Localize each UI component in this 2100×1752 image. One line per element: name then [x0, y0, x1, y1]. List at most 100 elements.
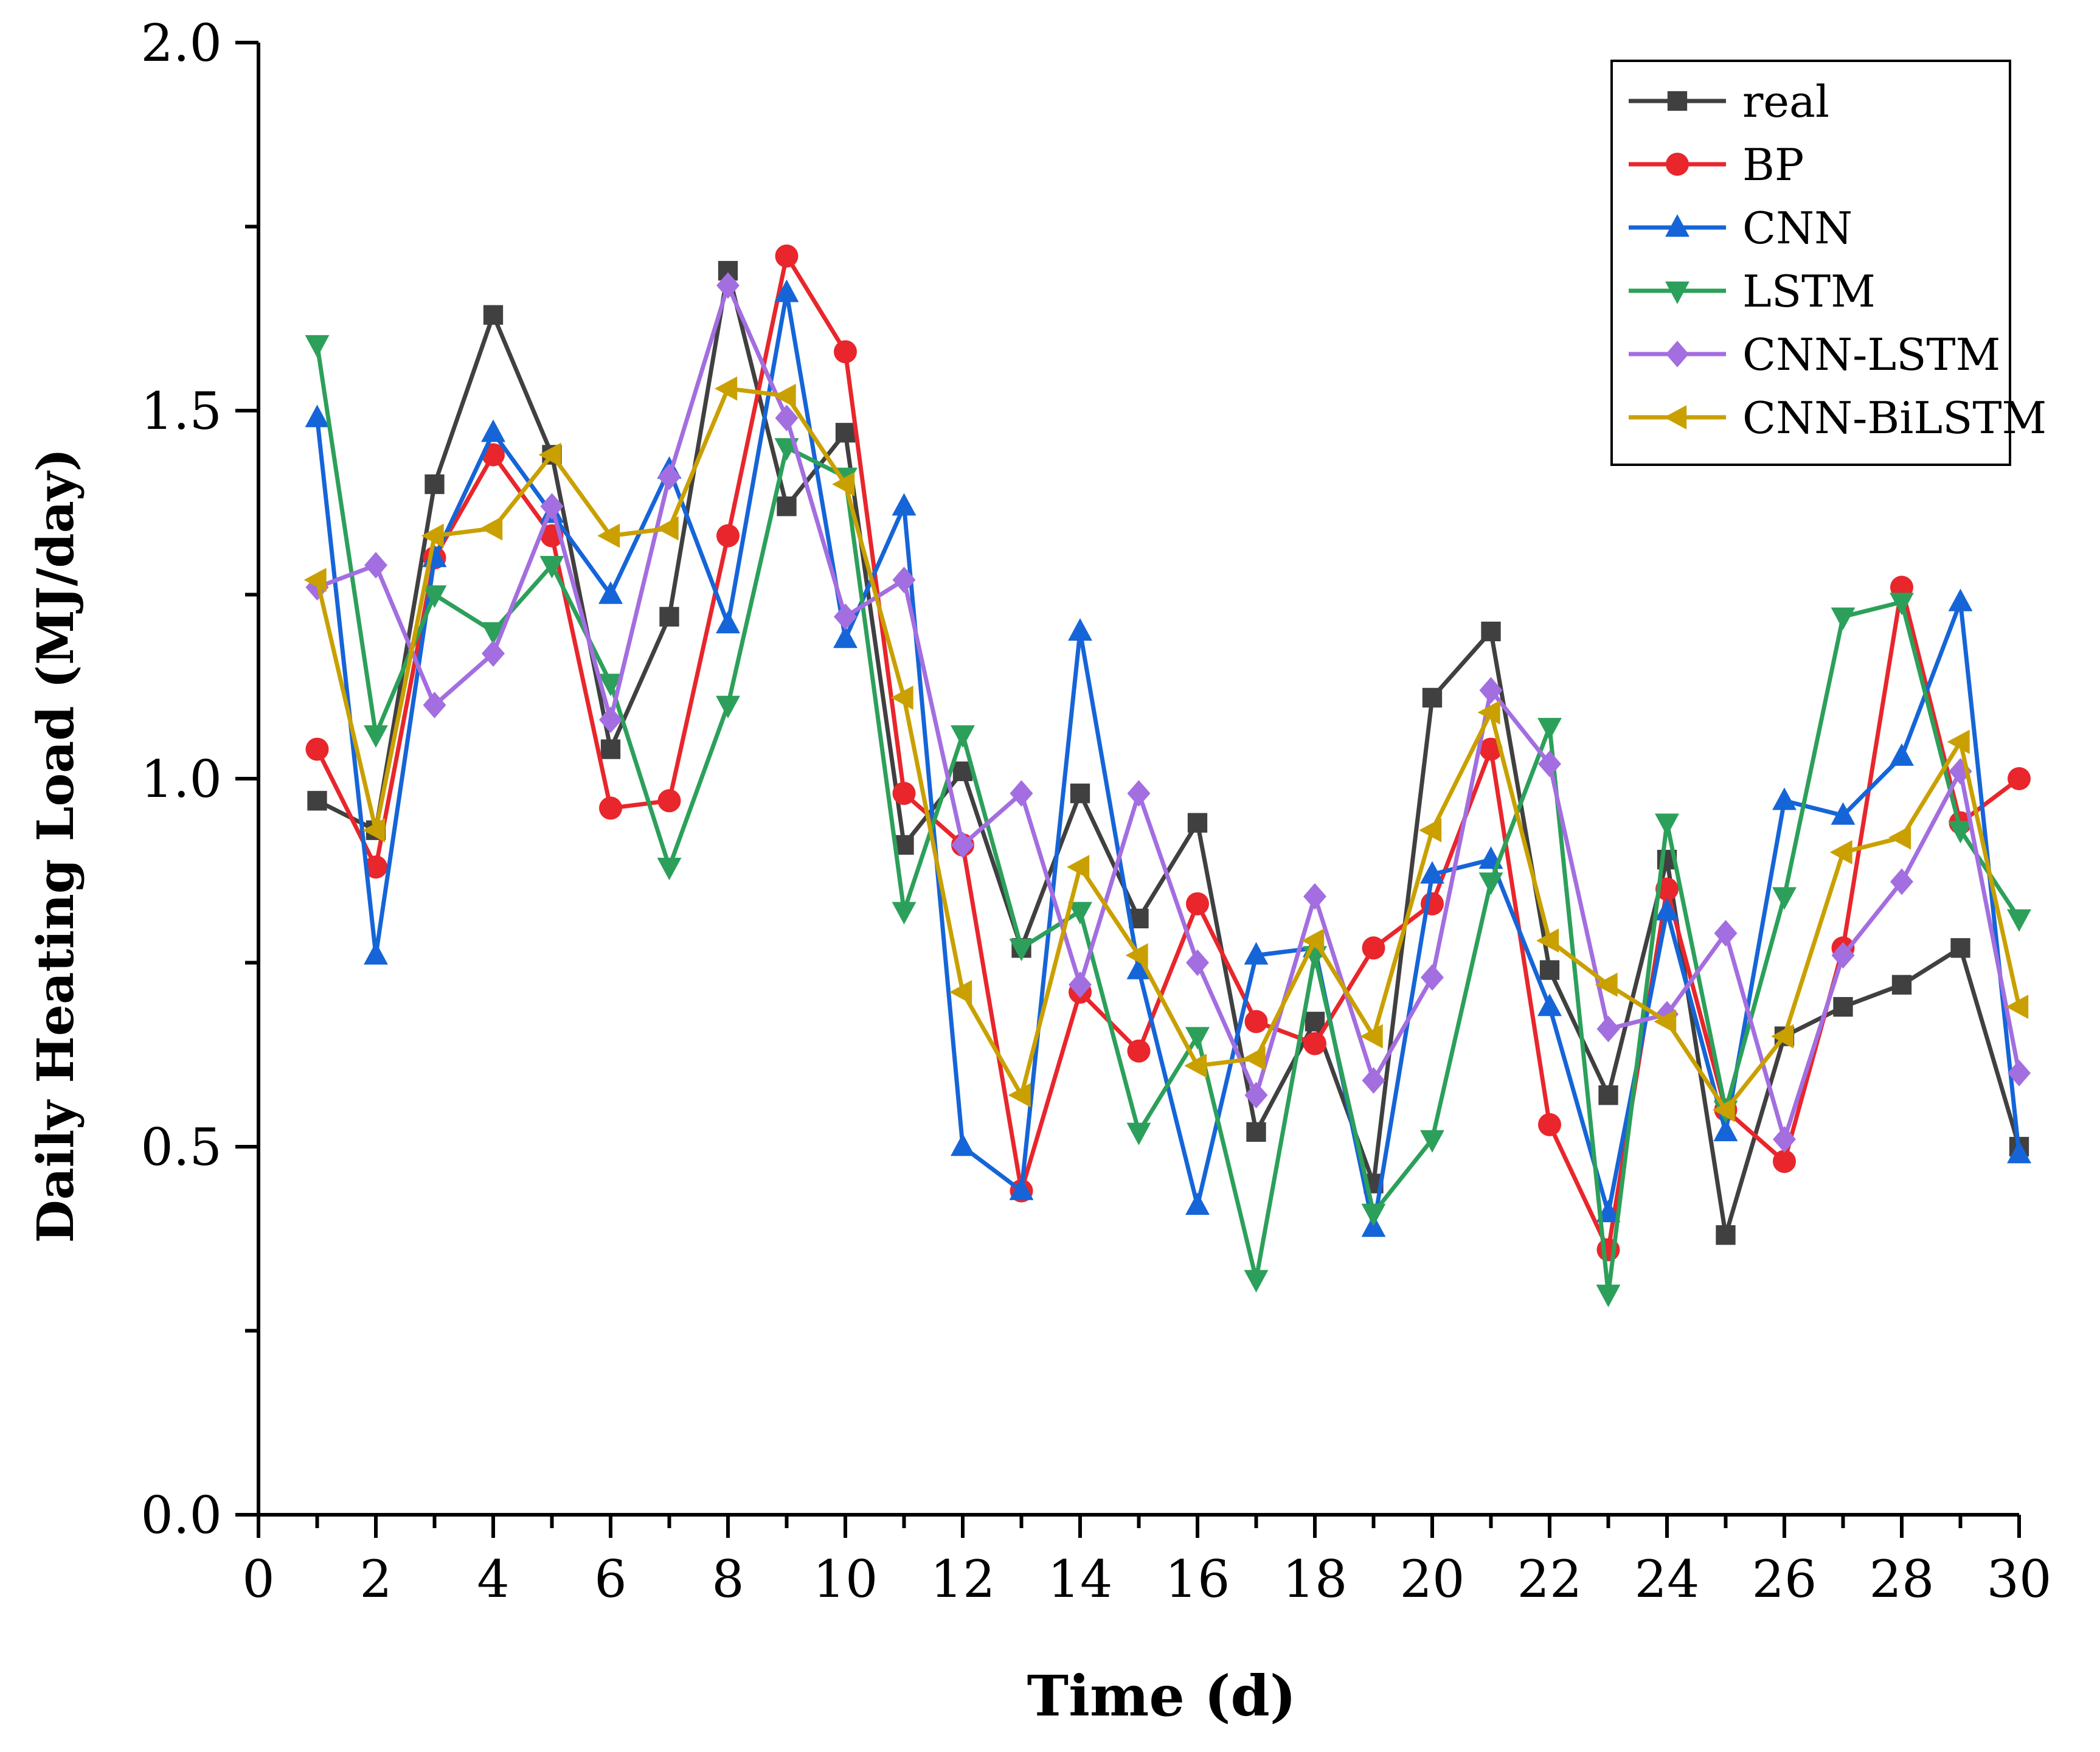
data-point-bp [599, 796, 622, 820]
data-point-cnn [2007, 1141, 2031, 1164]
data-point-cnn-bilstm [303, 568, 327, 593]
data-point-lstm [1655, 813, 1679, 836]
data-point-cnn-bilstm [538, 442, 561, 467]
data-point-cnn [892, 493, 917, 516]
legend-label: LSTM [1742, 266, 1876, 317]
data-point-real [1833, 996, 1853, 1017]
data-point-cnn-lstm [1127, 780, 1151, 807]
data-point-cnn-bilstm [1654, 1009, 1677, 1034]
x-tick-label: 18 [1283, 1549, 1348, 1609]
data-point-cnn-lstm [599, 706, 622, 734]
data-point-lstm [1537, 718, 1562, 741]
data-point-bp [1186, 892, 1209, 916]
data-point-cnn-lstm [657, 464, 681, 490]
data-point-lstm [1068, 902, 1092, 925]
legend-swatch-marker [1666, 153, 1689, 176]
data-point-cnn-lstm [540, 493, 564, 520]
data-point-bp [1244, 1010, 1268, 1034]
data-point-bp [1127, 1039, 1151, 1063]
data-point-cnn [305, 405, 330, 428]
data-point-cnn-bilstm [1419, 818, 1442, 843]
data-point-cnn-bilstm [1360, 1024, 1383, 1049]
data-point-cnn-lstm [1773, 1126, 1796, 1153]
data-point-cnn-bilstm [1008, 1083, 1031, 1108]
data-point-real [1187, 813, 1208, 833]
data-point-cnn-lstm [1890, 868, 1913, 895]
data-point-cnn-bilstm [2006, 995, 2029, 1020]
data-point-cnn-bilstm [656, 516, 679, 541]
y-tick-label: 2.0 [140, 13, 222, 73]
data-point-cnn-bilstm [1536, 928, 1559, 953]
data-point-cnn-lstm [1362, 1067, 1385, 1094]
legend: real BP CNN LSTM CNN-LSTM CNN-BiLSTM [1610, 60, 2046, 466]
data-point-real [1716, 1225, 1736, 1245]
data-point-cnn-bilstm [949, 979, 972, 1004]
x-tick-label: 10 [813, 1549, 878, 1609]
data-point-cnn [481, 419, 505, 442]
data-point-cnn-lstm [482, 640, 505, 667]
y-axis-title: Daily Heating Load (MJ/day) [27, 448, 85, 1243]
data-point-real [1598, 1085, 1618, 1105]
data-point-lstm [1420, 1130, 1444, 1153]
data-point-lstm [1244, 1270, 1269, 1293]
data-point-real [307, 791, 327, 811]
data-point-cnn [833, 625, 858, 648]
data-point-cnn-bilstm [1067, 855, 1090, 880]
data-point-cnn-bilstm [773, 383, 796, 408]
x-tick-label: 24 [1635, 1549, 1700, 1609]
y-tick-label: 1.0 [140, 749, 222, 809]
data-point-bp [2008, 767, 2031, 790]
legend-swatch-marker [1666, 341, 1689, 367]
x-tick-label: 0 [242, 1549, 274, 1609]
data-point-bp [775, 244, 799, 268]
data-point-cnn [1244, 942, 1269, 965]
data-point-cnn-bilstm [1947, 729, 1970, 754]
data-point-cnn [1772, 787, 1797, 810]
data-point-lstm [481, 622, 505, 645]
data-point-real [425, 474, 445, 495]
legend-entry-cnn: CNN [1629, 203, 1852, 254]
data-point-lstm [1185, 1027, 1210, 1050]
legend-box [1610, 60, 2011, 466]
series-line-cnn-lstm [316, 283, 2022, 1142]
legend-entry-bp: BP [1629, 139, 1804, 190]
data-point-cnn [774, 279, 799, 302]
series-line-cnn-bilstm [315, 386, 2022, 1112]
data-point-lstm [1772, 887, 1797, 910]
data-point-real [1422, 687, 1443, 708]
data-point-cnn [598, 581, 623, 604]
data-point-cnn [1185, 1192, 1210, 1215]
data-point-lstm [1009, 939, 1034, 962]
data-point-cnn-lstm [1538, 750, 1561, 777]
x-tick-label: 28 [1870, 1549, 1935, 1609]
data-point-cnn [1420, 861, 1444, 884]
data-point-bp [364, 855, 387, 879]
data-point-lstm [1948, 821, 1973, 844]
y-tick-label: 0.5 [140, 1118, 222, 1177]
data-point-cnn-lstm [1714, 920, 1738, 947]
data-point-cnn-lstm [892, 566, 916, 594]
data-point-bp [1362, 936, 1385, 960]
data-point-real [600, 739, 621, 759]
legend-swatch-marker [1664, 405, 1687, 429]
legend-entry-real: real [1629, 76, 1829, 127]
data-point-cnn-lstm [364, 552, 387, 579]
x-axis-title: Time (d) [1027, 1663, 1297, 1729]
data-point-cnn-lstm [1186, 949, 1209, 976]
data-point-cnn [1126, 956, 1151, 979]
data-point-real [1481, 621, 1501, 642]
data-point-cnn-lstm [1421, 964, 1444, 991]
data-point-real [777, 496, 797, 516]
data-point-cnn-lstm [1069, 971, 1092, 998]
data-point-cnn-lstm [1244, 1082, 1268, 1109]
data-point-cnn-lstm [1010, 780, 1033, 807]
series-line-real [316, 268, 2022, 1237]
x-tick-label: 22 [1517, 1549, 1582, 1609]
data-point-cnn [1068, 618, 1092, 641]
data-point-lstm [364, 725, 388, 748]
data-point-lstm [951, 725, 975, 748]
x-tick-label: 2 [359, 1549, 392, 1609]
data-point-cnn-lstm [775, 405, 799, 431]
data-point-cnn-bilstm [362, 818, 386, 843]
data-point-cnn-lstm [1479, 676, 1503, 704]
